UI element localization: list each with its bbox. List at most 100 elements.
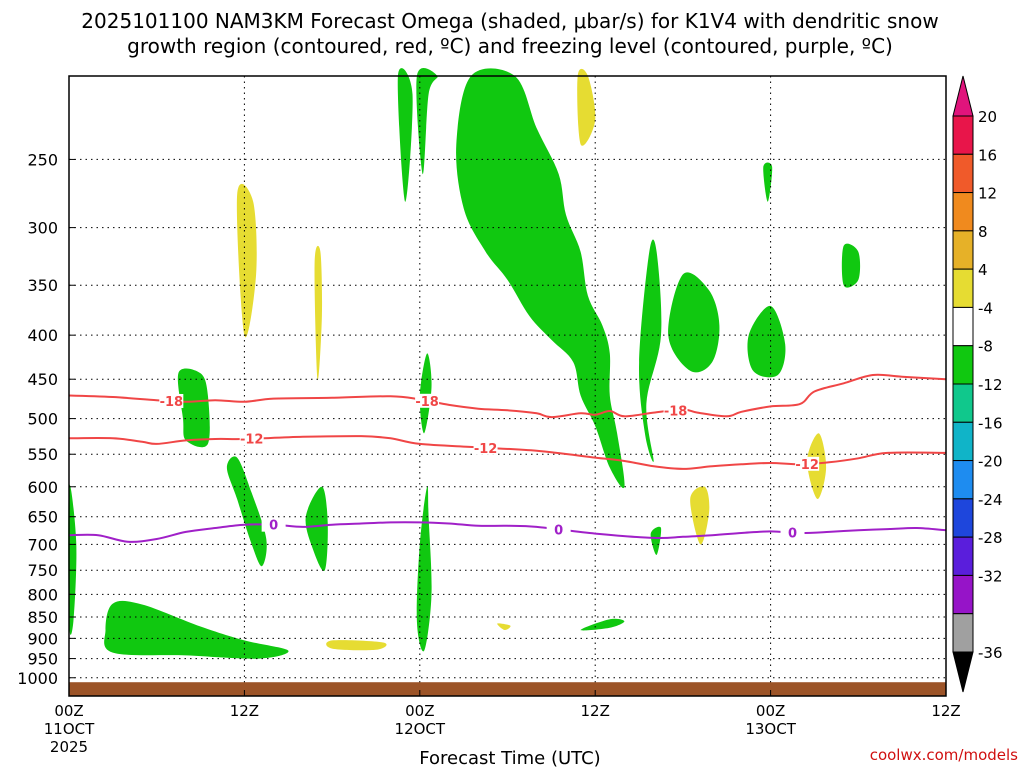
contour-label-bg-2-2 <box>780 525 805 540</box>
colorbar-swatch-0 <box>952 115 974 155</box>
colorbar-label-9: -20 <box>978 453 1003 471</box>
colorbar-swatch-10 <box>952 498 974 538</box>
x-tick-label-5: 12Z <box>931 702 960 720</box>
omega-shaded-region-9 <box>305 486 328 571</box>
colorbar-swatch-2 <box>952 192 974 232</box>
omega-shaded-region-18 <box>314 245 323 381</box>
contour-label-1-0: -12 <box>240 433 264 448</box>
contour-label-bg-0-0 <box>159 393 184 408</box>
omega-shaded-region-15 <box>650 526 662 555</box>
y-tick-label-13: 900 <box>27 629 58 648</box>
y-tick-label-3: 400 <box>27 326 58 345</box>
x-tick-label-3: 12Z <box>581 702 610 720</box>
contour-label-0-1: -18 <box>415 395 439 410</box>
y-tick-label-6: 550 <box>27 445 58 464</box>
colorbar-label-6: -8 <box>978 338 993 356</box>
x-tick-label-0: 00Z <box>54 702 83 720</box>
colorbar-label-5: -4 <box>978 299 993 317</box>
omega-shaded-region-12 <box>747 305 786 378</box>
credit-text: coolwx.com/models <box>870 746 1018 764</box>
omega-shaded-region-2 <box>397 68 413 202</box>
contour-label-bg-0-2 <box>663 403 688 418</box>
contour-label-bg-1-0 <box>239 431 264 446</box>
colorbar: 20 16 12 8 4 -4 -8 -12 -16 -20 -24 -28 -32 -36 <box>952 75 1003 693</box>
x-tick-year-0: 2025 <box>50 738 88 756</box>
colorbar-swatch-3 <box>952 230 974 270</box>
omega-shaded-region-17 <box>236 183 257 338</box>
contour-label-0-2: -18 <box>664 404 688 419</box>
omega-shading <box>68 68 861 659</box>
y-tick-label-14: 950 <box>27 650 58 669</box>
colorbar-label-1: 16 <box>978 146 997 164</box>
x-tick-label-4: 00Z <box>756 702 785 720</box>
y-axis-ticks: 250 300 350 400 450 500 550 600 650 700 750 800 850 9… <box>17 150 75 688</box>
x-tick-sublabel-2: 12OCT <box>395 720 446 738</box>
ground-below-surface <box>69 682 946 696</box>
omega-shaded-region-14 <box>841 243 861 288</box>
colorbar-swatch-12 <box>952 574 974 615</box>
colorbar-label-3: 8 <box>978 223 988 241</box>
omega-shaded-region-21 <box>690 486 710 545</box>
y-tick-label-7: 600 <box>27 478 58 497</box>
omega-shaded-region-11 <box>668 272 720 373</box>
contour-label-2-0: 0 <box>269 519 278 534</box>
omega-shaded-region-4 <box>416 485 432 652</box>
colorbar-label-2: 12 <box>978 185 997 203</box>
plot-frame <box>68 75 947 697</box>
x-tick-sublabel-4: 13OCT <box>745 720 796 738</box>
omega-shaded-region-6 <box>104 600 289 659</box>
contour-label-0-0: -18 <box>160 395 184 410</box>
colorbar-label-13: -36 <box>978 644 1003 662</box>
colorbar-swatch-9 <box>952 460 974 500</box>
colorbar-swatch-11 <box>952 536 974 576</box>
y-tick-label-0: 250 <box>27 150 58 169</box>
omega-shaded-region-13 <box>763 162 773 202</box>
contour-label-bg-0-1 <box>415 393 440 408</box>
chart-title-line2: growth region (contoured, red, ºC) and f… <box>127 34 893 58</box>
colorbar-over-arrow <box>952 75 974 117</box>
contour-label-1-1: -12 <box>474 442 498 457</box>
omega-shaded-region-0 <box>416 68 438 175</box>
omega-shaded-region-7 <box>177 368 210 448</box>
y-tick-label-15: 1000 <box>17 669 58 688</box>
omega-shaded-region-23 <box>497 623 511 631</box>
colorbar-label-4: 4 <box>978 261 988 279</box>
y-tick-label-10: 750 <box>27 561 58 580</box>
y-tick-label-5: 500 <box>27 410 58 429</box>
colorbar-label-10: -24 <box>978 491 1003 509</box>
omega-shaded-region-1 <box>456 68 625 489</box>
omega-shaded-region-10 <box>639 239 662 462</box>
y-tick-label-9: 700 <box>27 535 58 554</box>
y-tick-label-12: 850 <box>27 608 58 627</box>
temperature-contours: -18 -18 -18 -12 -12 -12 0 0 0 <box>68 373 947 543</box>
y-tick-label-1: 300 <box>27 219 58 238</box>
contour-label-bg-1-1 <box>473 440 498 455</box>
colorbar-swatch-8 <box>952 421 974 462</box>
omega-shaded-region-16 <box>580 618 625 631</box>
colorbar-swatch-5 <box>952 306 974 347</box>
colorbar-label-8: -16 <box>978 414 1003 432</box>
colorbar-label-11: -28 <box>978 529 1003 547</box>
colorbar-swatch-13 <box>952 613 974 653</box>
contour-label-bg-1-2 <box>795 456 820 471</box>
contour-label-bg-2-0 <box>261 517 286 532</box>
omega-shaded-region-5 <box>68 484 77 635</box>
colorbar-under-arrow <box>952 651 974 693</box>
contour-label-1-2: -12 <box>795 458 819 473</box>
y-tick-label-11: 800 <box>27 585 58 604</box>
colorbar-label-0: 20 <box>978 108 997 126</box>
colorbar-swatch-4 <box>952 268 974 308</box>
contour-line-0 <box>68 373 947 419</box>
contour-label-2-2: 0 <box>788 527 797 542</box>
x-tick-sublabel-0: 11OCT <box>44 720 95 738</box>
x-axis-label: Forecast Time (UTC) <box>419 748 600 768</box>
omega-shaded-region-3 <box>419 353 432 434</box>
colorbar-label-7: -12 <box>978 376 1003 394</box>
x-tick-label-1: 12Z <box>230 702 259 720</box>
y-tick-label-4: 450 <box>27 370 58 389</box>
omega-shaded-region-19 <box>577 68 596 146</box>
colorbar-swatch-1 <box>952 153 974 194</box>
omega-shaded-region-8 <box>226 456 267 567</box>
